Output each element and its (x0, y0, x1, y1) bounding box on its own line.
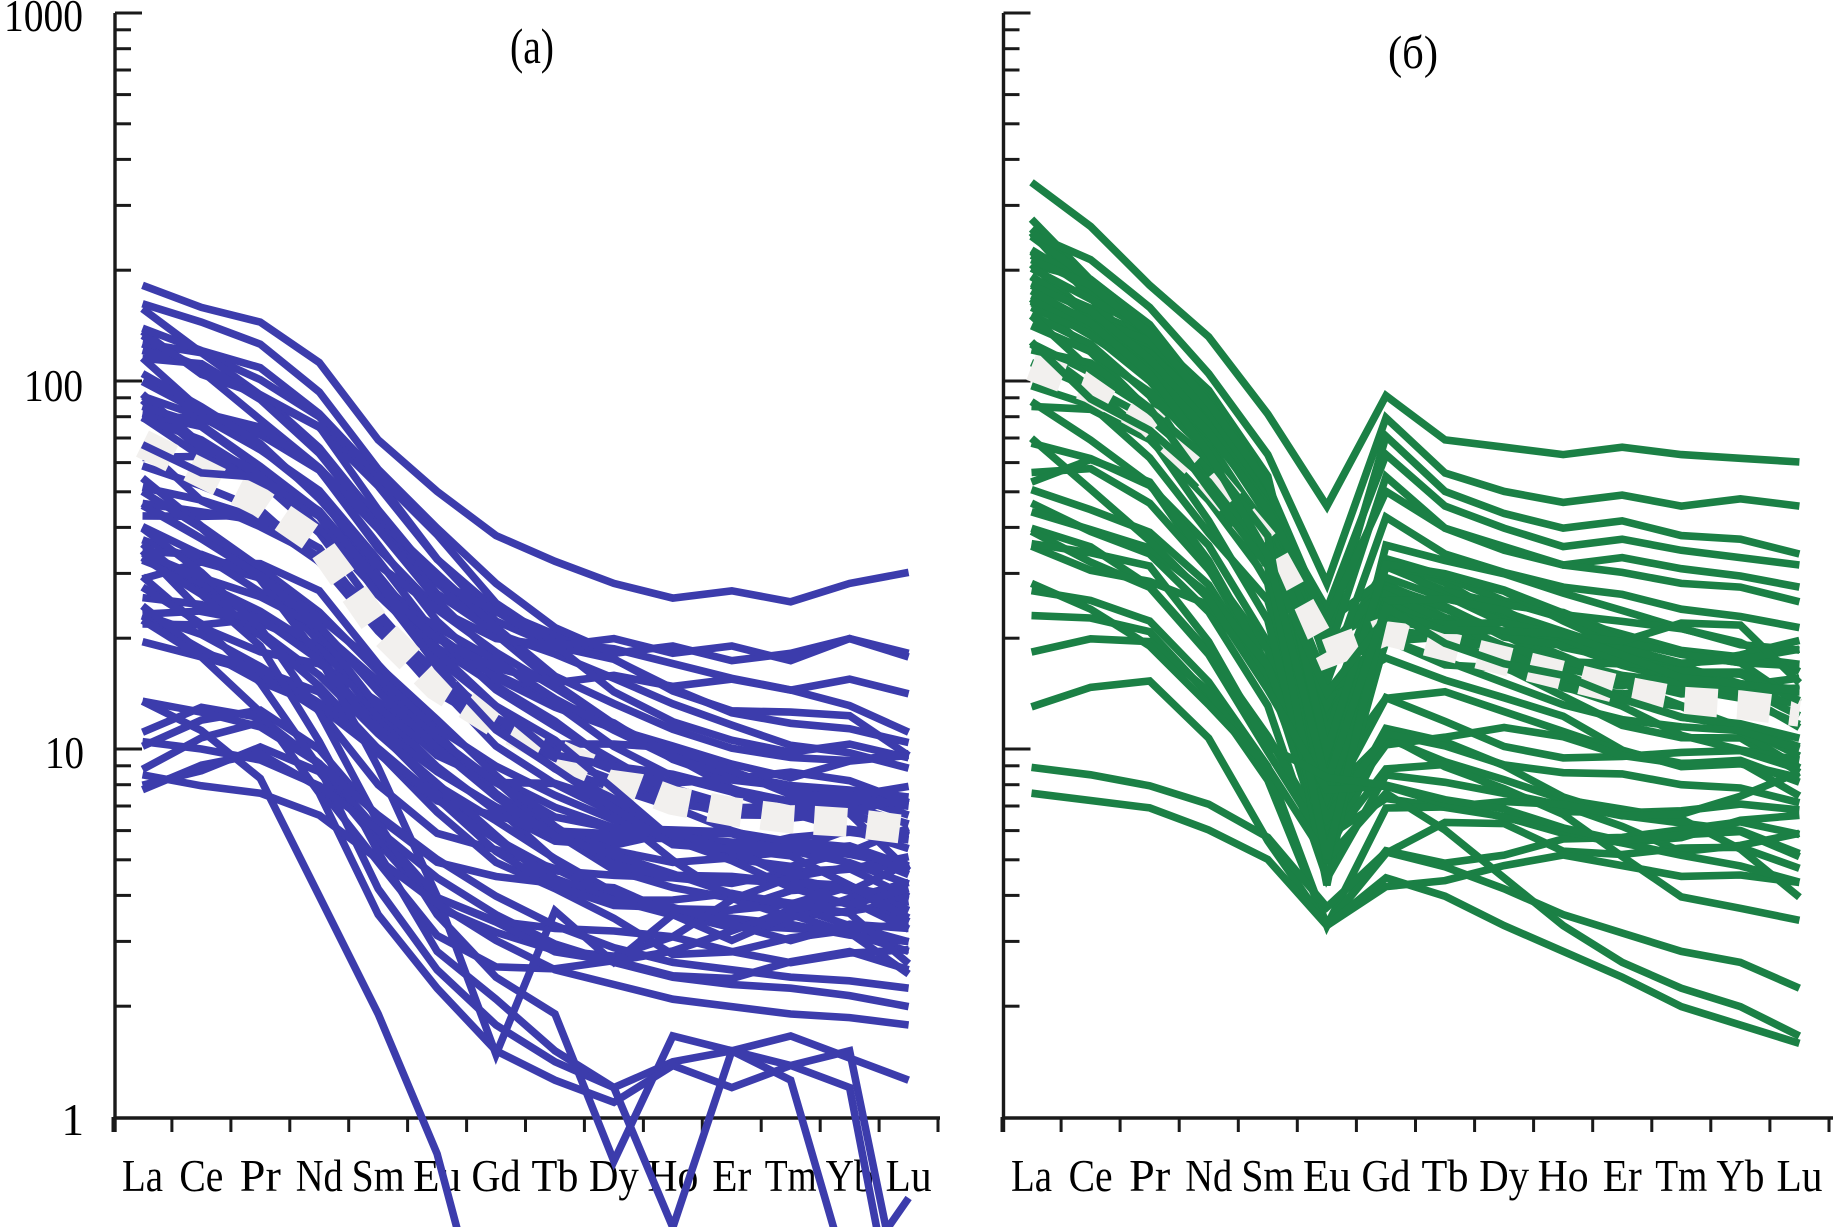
svg-text:Tm: Tm (1655, 1151, 1707, 1201)
svg-text:Tb: Tb (531, 1151, 578, 1201)
svg-text:Er: Er (712, 1151, 751, 1201)
svg-text:Dy: Dy (1479, 1151, 1529, 1201)
svg-text:Yb: Yb (1716, 1151, 1764, 1201)
svg-text:La: La (122, 1151, 163, 1201)
svg-text:Pr: Pr (240, 1151, 281, 1201)
svg-text:Sm: Sm (1241, 1151, 1294, 1201)
svg-text:(б): (б) (1388, 27, 1438, 79)
svg-text:Er: Er (1603, 1151, 1642, 1201)
svg-text:Eu: Eu (1303, 1151, 1351, 1201)
svg-text:100: 100 (24, 361, 83, 411)
svg-text:10: 10 (45, 728, 84, 778)
svg-text:Ho: Ho (1538, 1151, 1589, 1201)
svg-text:Sm: Sm (352, 1151, 405, 1201)
svg-text:Gd: Gd (472, 1151, 521, 1201)
svg-text:La: La (1011, 1151, 1052, 1201)
svg-text:Tm: Tm (765, 1151, 817, 1201)
svg-text:Lu: Lu (1776, 1151, 1822, 1201)
svg-text:Nd: Nd (296, 1151, 343, 1201)
svg-text:(a): (a) (510, 18, 554, 74)
svg-text:Nd: Nd (1185, 1151, 1232, 1201)
svg-text:1000: 1000 (4, 0, 83, 41)
svg-text:Gd: Gd (1361, 1151, 1410, 1201)
svg-text:Lu: Lu (886, 1151, 932, 1201)
svg-text:1: 1 (62, 1095, 85, 1145)
svg-text:Ce: Ce (1069, 1151, 1113, 1201)
svg-text:Pr: Pr (1129, 1151, 1170, 1201)
svg-text:Tb: Tb (1422, 1151, 1469, 1201)
svg-text:Ce: Ce (179, 1151, 223, 1201)
